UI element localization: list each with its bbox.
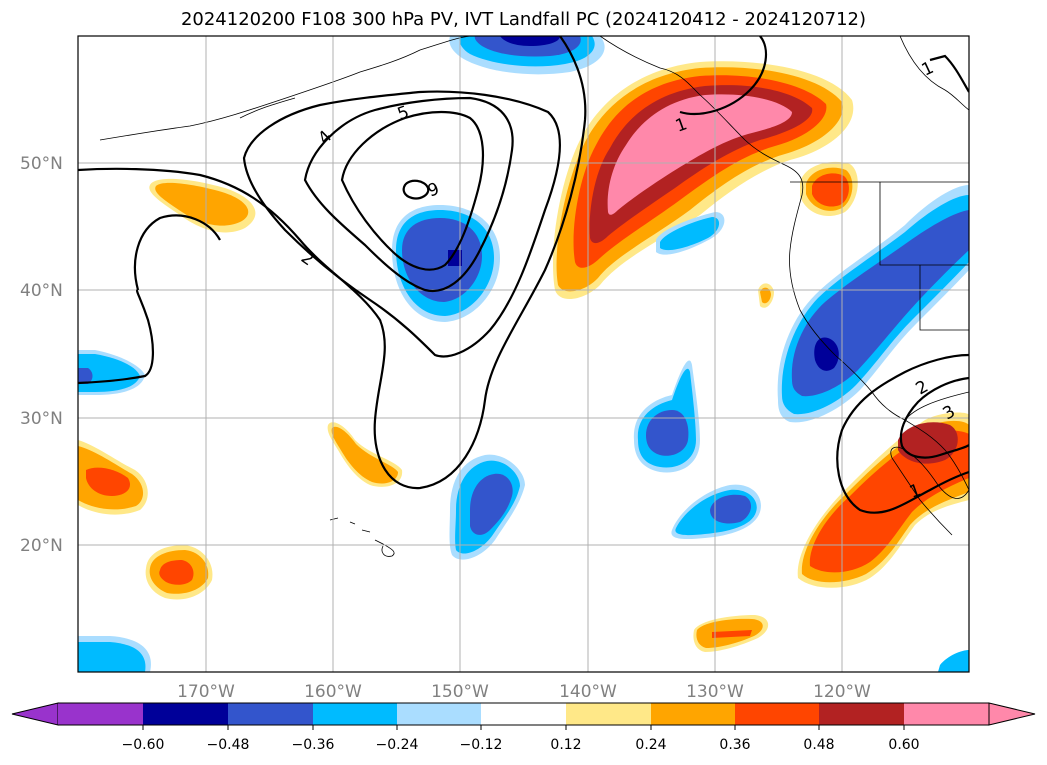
colorbar-segment — [651, 703, 735, 725]
lat-label: 20°N — [20, 536, 63, 556]
pv-contours — [78, 36, 969, 514]
colorbar-segment — [143, 703, 228, 725]
pv-contour-2 — [78, 36, 587, 490]
lon-labels: 170°W 160°W 150°W 140°W 130°W 120°W — [177, 682, 871, 702]
colorbar-tick-label: −0.36 — [292, 737, 335, 753]
colorbar-tick-label: −0.12 — [460, 737, 503, 753]
map-frame — [77, 35, 970, 673]
colorbar-tick-label: −0.60 — [122, 737, 165, 753]
lon-label: 140°W — [559, 682, 617, 702]
pv-contour-6 — [340, 110, 484, 271]
pv-contour-4 — [242, 90, 561, 358]
map-title: 2024120200 F108 300 hPa PV, IVT Landfall… — [180, 9, 867, 30]
colorbar: −0.60 −0.48 −0.36 −0.24 −0.12 0.12 0.24 … — [11, 702, 1036, 753]
colorbar-segment — [397, 703, 481, 725]
colorbar-segment — [58, 703, 143, 725]
colorbar-tick-label: 0.60 — [888, 737, 919, 753]
lon-label: 120°W — [813, 682, 871, 702]
colorbar-tick-label: 0.36 — [719, 737, 750, 753]
coastlines — [99, 36, 969, 557]
lon-label: 130°W — [686, 682, 744, 702]
lon-label: 160°W — [304, 682, 362, 702]
colorbar-segment — [735, 703, 819, 725]
pv-contour-5 — [303, 96, 514, 293]
colorbar-segment — [819, 703, 904, 725]
lat-label: 30°N — [20, 409, 63, 429]
lat-label: 40°N — [20, 281, 63, 301]
colorbar-segment — [481, 703, 566, 725]
colorbar-segment — [228, 703, 313, 725]
lat-label: 50°N — [20, 154, 63, 174]
colorbar-segment — [904, 703, 989, 725]
colorbar-tick-label: 0.12 — [550, 737, 581, 753]
colorbar-tick-label: −0.24 — [376, 737, 419, 753]
gridlines — [78, 36, 969, 672]
colorbar-segment — [566, 703, 651, 725]
colorbar-extend-low — [11, 702, 59, 726]
colorbar-tick-label: 0.48 — [803, 737, 834, 753]
colorbar-segment — [313, 703, 397, 725]
colorbar-tick-label: −0.48 — [207, 737, 250, 753]
lon-label: 150°W — [431, 682, 489, 702]
lon-label: 170°W — [177, 682, 235, 702]
colorbar-tick-label: 0.24 — [635, 737, 666, 753]
lat-labels: 50°N 40°N 30°N 20°N — [20, 154, 63, 556]
map-panel: 2 4 5 6 2 3 1 1 1 — [78, 36, 969, 672]
colorbar-extend-high — [988, 702, 1036, 726]
